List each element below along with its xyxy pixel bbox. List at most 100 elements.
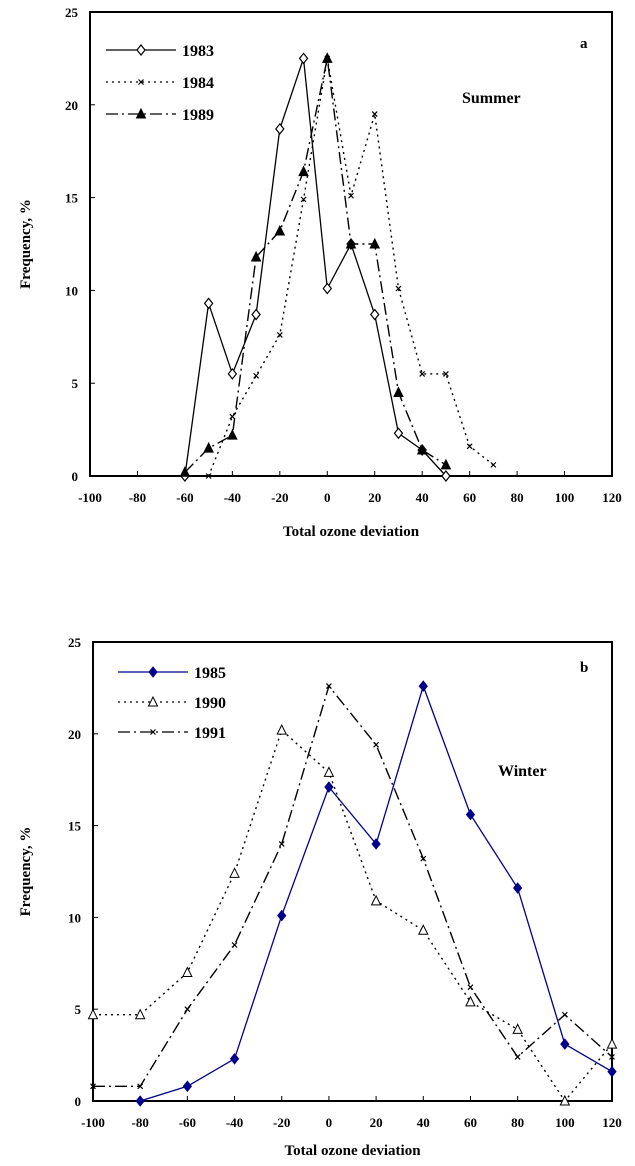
legend-marker: [136, 44, 146, 56]
data-point: [276, 332, 283, 338]
data-point: [440, 458, 452, 470]
data-point: [512, 1023, 523, 1034]
data-point: [348, 192, 354, 199]
plot-frame: [92, 641, 613, 1102]
x-tick-label: 60: [464, 1115, 477, 1130]
data-point: [441, 470, 451, 482]
y-tick-label: 10: [68, 910, 81, 925]
data-point: [87, 1008, 99, 1020]
data-point: [420, 855, 427, 862]
data-point: [416, 443, 428, 455]
legend-entry-1990: 1990: [118, 695, 226, 712]
data-point: [182, 966, 193, 977]
data-point: [325, 683, 332, 689]
data-point: [465, 808, 476, 821]
legend-entry-1985: 1985: [118, 665, 226, 682]
data-point: [369, 237, 381, 249]
x-tick-label: 20: [368, 490, 381, 505]
data-point: [253, 372, 260, 379]
data-point: [418, 680, 428, 692]
x-tick-label: 60: [463, 490, 476, 505]
data-point: [609, 1054, 615, 1060]
series-1990: [87, 724, 618, 1106]
legend-label: 1983: [182, 43, 214, 60]
panel-label: a: [580, 36, 588, 52]
series-line-1990: [93, 728, 613, 1103]
chart-panel-b: 0 5 10 15 20 25 -100 -80 -60 -40 -20 0 20 40 60 80 100 12…: [18, 635, 622, 1159]
data-point: [369, 308, 380, 321]
data-point: [205, 473, 212, 479]
data-point: [606, 1037, 618, 1049]
data-point: [278, 841, 285, 847]
series-1989: [179, 52, 452, 477]
data-point: [184, 1006, 191, 1013]
x-tick-label: 20: [370, 1115, 383, 1130]
data-point: [203, 297, 214, 310]
x-tick-label: -80: [132, 1115, 149, 1130]
series-1984: [205, 55, 497, 479]
data-point: [298, 165, 309, 177]
data-point: [370, 894, 382, 906]
x-tick-label: -60: [179, 1115, 196, 1130]
data-point: [393, 427, 404, 440]
data-point: [229, 1052, 240, 1065]
y-tick-label: 10: [65, 283, 78, 298]
data-point: [137, 1083, 144, 1090]
legend-marker: [148, 666, 158, 678]
data-point: [442, 370, 449, 377]
x-tick-label: 80: [511, 1115, 524, 1130]
chart-panel-a: 0 5 10 15 20 25 -100 -80 -60 -40 -20 0 20 40 60 80 100 12…: [18, 5, 622, 540]
data-point: [251, 308, 261, 321]
y-axis-label: Frequency, %: [18, 199, 34, 289]
data-point: [373, 741, 380, 748]
y-tick-label: 0: [72, 469, 79, 484]
x-axis-label: Total ozone deviation: [283, 524, 420, 540]
data-point: [322, 282, 333, 295]
season-label: Summer: [462, 90, 521, 107]
data-point: [274, 224, 286, 236]
data-point: [90, 1083, 96, 1090]
data-point: [203, 442, 214, 453]
y-tick-label: 5: [75, 1002, 82, 1017]
data-point: [560, 1038, 570, 1050]
data-point: [559, 1094, 571, 1106]
x-axis-label: Total ozone deviation: [284, 1143, 421, 1159]
x-tick-label: 0: [326, 1115, 333, 1130]
data-point: [227, 367, 238, 380]
data-point: [231, 942, 238, 948]
legend-marker: [138, 79, 144, 85]
x-tick-label: -40: [226, 1115, 243, 1130]
y-tick-label: 15: [68, 819, 82, 834]
y-tick-label: 15: [65, 191, 79, 206]
data-point: [345, 237, 357, 249]
plot-frame: [89, 11, 613, 477]
y-axis-label: Frequency, %: [18, 827, 34, 917]
x-tick-label: 100: [555, 1115, 575, 1130]
data-point: [135, 1095, 145, 1107]
legend-label: 1989: [182, 107, 214, 124]
data-point: [321, 52, 333, 63]
legend-entry-1983: 1983: [106, 43, 214, 60]
legend-marker: [150, 729, 156, 735]
data-point: [229, 867, 240, 878]
x-tick-label: 100: [555, 490, 575, 505]
data-point: [182, 1080, 193, 1093]
panel-label: b: [580, 660, 588, 676]
legend-entry-1989: 1989: [106, 107, 214, 124]
data-point: [227, 429, 238, 440]
data-point: [277, 909, 287, 922]
data-point: [419, 370, 426, 377]
y-tick-label: 5: [72, 376, 79, 391]
series-1991: [90, 683, 615, 1090]
data-point: [393, 386, 404, 397]
x-tick-label: 80: [511, 490, 524, 505]
data-point: [324, 781, 334, 793]
x-tick-label: 120: [602, 1115, 622, 1130]
data-point: [275, 122, 285, 135]
legend-entry-1984: 1984: [106, 75, 214, 92]
series-1983: [180, 52, 451, 482]
data-point: [607, 1065, 617, 1078]
x-tick-label: 40: [416, 490, 429, 505]
series-line-1989: [184, 58, 447, 473]
